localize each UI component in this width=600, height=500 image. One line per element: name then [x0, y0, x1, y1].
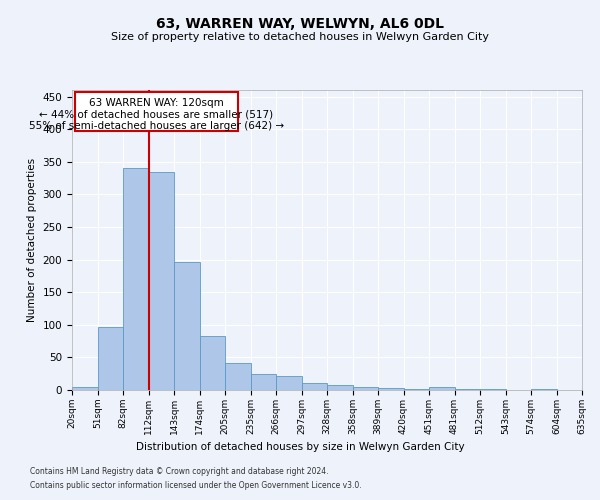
Bar [72, 386, 97, 390]
Bar [429, 388, 455, 390]
Bar [353, 386, 378, 390]
Bar [251, 374, 276, 390]
Bar [225, 362, 251, 390]
Text: 63, WARREN WAY, WELWYN, AL6 0DL: 63, WARREN WAY, WELWYN, AL6 0DL [156, 18, 444, 32]
Text: Contains public sector information licensed under the Open Government Licence v3: Contains public sector information licen… [30, 481, 362, 490]
Bar [378, 388, 404, 390]
Y-axis label: Number of detached properties: Number of detached properties [27, 158, 37, 322]
Bar [74, 92, 238, 131]
Text: ← 44% of detached houses are smaller (517): ← 44% of detached houses are smaller (51… [39, 110, 273, 120]
Bar [276, 376, 302, 390]
Bar [404, 388, 429, 390]
Text: Distribution of detached houses by size in Welwyn Garden City: Distribution of detached houses by size … [136, 442, 464, 452]
Text: Contains HM Land Registry data © Crown copyright and database right 2024.: Contains HM Land Registry data © Crown c… [30, 467, 329, 476]
Text: Size of property relative to detached houses in Welwyn Garden City: Size of property relative to detached ho… [111, 32, 489, 42]
Text: 55% of semi-detached houses are larger (642) →: 55% of semi-detached houses are larger (… [29, 120, 284, 130]
Bar [327, 386, 353, 390]
Bar [97, 326, 123, 390]
Bar [149, 172, 174, 390]
Bar [123, 168, 149, 390]
Bar [531, 388, 557, 390]
Text: 63 WARREN WAY: 120sqm: 63 WARREN WAY: 120sqm [89, 98, 224, 108]
Bar [174, 262, 199, 390]
Bar [302, 384, 327, 390]
Bar [199, 336, 225, 390]
